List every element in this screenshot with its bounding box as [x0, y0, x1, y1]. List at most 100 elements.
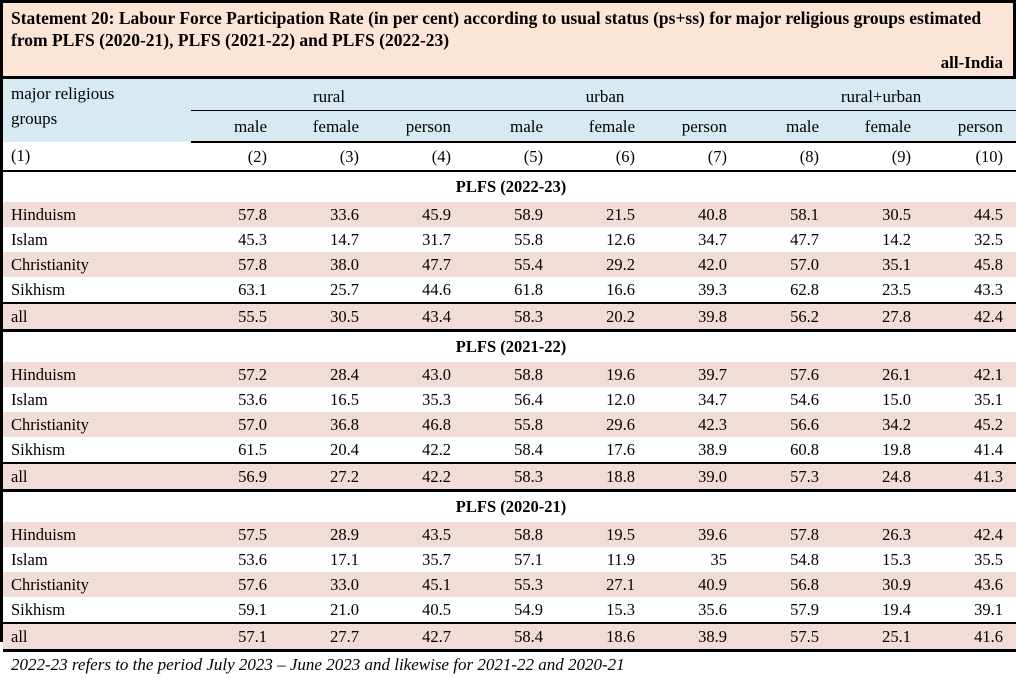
value-cell: 28.4	[283, 362, 375, 388]
section-title: PLFS (2022-23)	[3, 171, 1016, 203]
value-cell: 39.7	[651, 362, 744, 388]
value-cell: 58.4	[467, 622, 560, 653]
value-cell: 29.6	[559, 412, 652, 438]
sub-header: female	[835, 110, 928, 144]
value-cell: 15.3	[835, 547, 928, 573]
value-cell: 59.1	[191, 597, 283, 624]
sector-header-row: major religious groups rural urban rural+…	[3, 79, 1016, 143]
value-cell: 56.2	[743, 302, 836, 333]
value-cell: 26.1	[835, 362, 928, 388]
value-cell: 25.7	[283, 277, 375, 304]
value-cell: 20.2	[559, 302, 652, 333]
value-cell: 57.8	[191, 252, 283, 278]
value-cell: 57.5	[191, 522, 283, 548]
religion-label: Christianity	[3, 252, 191, 278]
value-cell: 53.6	[191, 547, 283, 573]
value-cell: 55.8	[467, 412, 560, 438]
value-cell: 30.5	[283, 302, 375, 333]
value-cell: 18.8	[559, 462, 652, 493]
value-cell: 35.1	[927, 387, 1016, 413]
table-row: Christianity 57.6 33.0 45.1 55.3 27.1 40.9 56.8…	[3, 572, 1016, 598]
religion-label: Hinduism	[3, 202, 191, 228]
value-cell: 61.8	[467, 277, 560, 304]
value-cell: 35.5	[927, 547, 1016, 573]
value-cell: 62.8	[743, 277, 836, 304]
value-cell: 38.0	[283, 252, 375, 278]
table-row: Hinduism 57.5 28.9 43.5 58.8 19.5 39.6 57.8 26.3…	[3, 522, 1016, 548]
value-cell: 57.8	[743, 522, 836, 548]
value-cell: 38.9	[651, 437, 744, 464]
value-cell: 16.6	[559, 277, 652, 304]
value-cell: 58.3	[467, 302, 560, 333]
value-cell: 54.8	[743, 547, 836, 573]
value-cell: 56.9	[191, 462, 283, 493]
value-cell: 47.7	[375, 252, 468, 278]
sub-header: male	[743, 110, 836, 144]
statement-title: Statement 20: Labour Force Participation…	[11, 8, 982, 50]
religion-label: Sikhism	[3, 437, 191, 464]
value-cell: 19.5	[559, 522, 652, 548]
religion-label: Christianity	[3, 412, 191, 438]
religion-label: Islam	[3, 387, 191, 413]
value-cell: 43.6	[927, 572, 1016, 598]
value-cell: 45.8	[927, 252, 1016, 278]
sub-header: female	[283, 110, 375, 144]
value-cell: 57.0	[743, 252, 836, 278]
value-cell: 35.6	[651, 597, 744, 624]
value-cell: 26.3	[835, 522, 928, 548]
value-cell: 11.9	[559, 547, 652, 573]
value-cell: 47.7	[743, 227, 836, 253]
value-cell: 25.1	[835, 622, 928, 653]
table-row: Sikhism 61.5 20.4 42.2 58.4 17.6 38.9 60.8 19.8 4…	[3, 437, 1016, 464]
value-cell: 35.3	[375, 387, 468, 413]
value-cell: 60.8	[743, 437, 836, 464]
value-cell: 55.8	[467, 227, 560, 253]
value-cell: 57.0	[191, 412, 283, 438]
value-cell: 39.8	[651, 302, 744, 333]
value-cell: 57.5	[743, 622, 836, 653]
table-row-all: all 56.9 27.2 42.2 58.3 18.8 39.0 57.3 24.8 41.3	[3, 462, 1016, 493]
value-cell: 14.7	[283, 227, 375, 253]
value-cell: 57.1	[467, 547, 560, 573]
table-row: Islam 45.3 14.7 31.7 55.8 12.6 34.7 47.7 14.2 32.…	[3, 227, 1016, 253]
value-cell: 38.9	[651, 622, 744, 653]
value-cell: 55.5	[191, 302, 283, 333]
religion-label: Christianity	[3, 572, 191, 598]
gender-header-row: male female person male female person ma…	[3, 110, 1016, 144]
value-cell: 54.9	[467, 597, 560, 624]
value-cell: 17.1	[283, 547, 375, 573]
value-cell: 57.1	[191, 622, 283, 653]
value-cell: 33.6	[283, 202, 375, 228]
value-cell: 42.4	[927, 522, 1016, 548]
table-row: Christianity 57.0 36.8 46.8 55.8 29.6 42.3 56.6…	[3, 412, 1016, 438]
group-header-rural: rural	[191, 79, 468, 112]
group-header-urban: urban	[467, 79, 744, 112]
section-title: PLFS (2020-21)	[3, 490, 1016, 523]
value-cell: 29.2	[559, 252, 652, 278]
value-cell: 43.5	[375, 522, 468, 548]
value-cell: 57.9	[743, 597, 836, 624]
value-cell: 39.0	[651, 462, 744, 493]
value-cell: 41.4	[927, 437, 1016, 464]
section-header-plfs-2021-22: PLFS (2021-22)	[3, 330, 1016, 363]
lfpr-table: major religious groups rural urban rural+…	[3, 79, 1016, 653]
value-cell: 45.3	[191, 227, 283, 253]
value-cell: 27.7	[283, 622, 375, 653]
religion-label: Islam	[3, 227, 191, 253]
section-header-plfs-2020-21: PLFS (2020-21)	[3, 490, 1016, 523]
value-cell: 34.7	[651, 387, 744, 413]
value-cell: 39.3	[651, 277, 744, 304]
value-cell: 42.2	[375, 437, 468, 464]
value-cell: 35.1	[835, 252, 928, 278]
value-cell: 34.2	[835, 412, 928, 438]
value-cell: 41.6	[927, 622, 1016, 653]
sub-header: male	[191, 110, 283, 144]
value-cell: 58.4	[467, 437, 560, 464]
value-cell: 17.6	[559, 437, 652, 464]
value-cell: 42.7	[375, 622, 468, 653]
value-cell: 32.5	[927, 227, 1016, 253]
col-number: (10)	[927, 142, 1016, 173]
table-row: Islam 53.6 16.5 35.3 56.4 12.0 34.7 54.6 15.0 35.…	[3, 387, 1016, 413]
religion-label: all	[3, 302, 191, 333]
